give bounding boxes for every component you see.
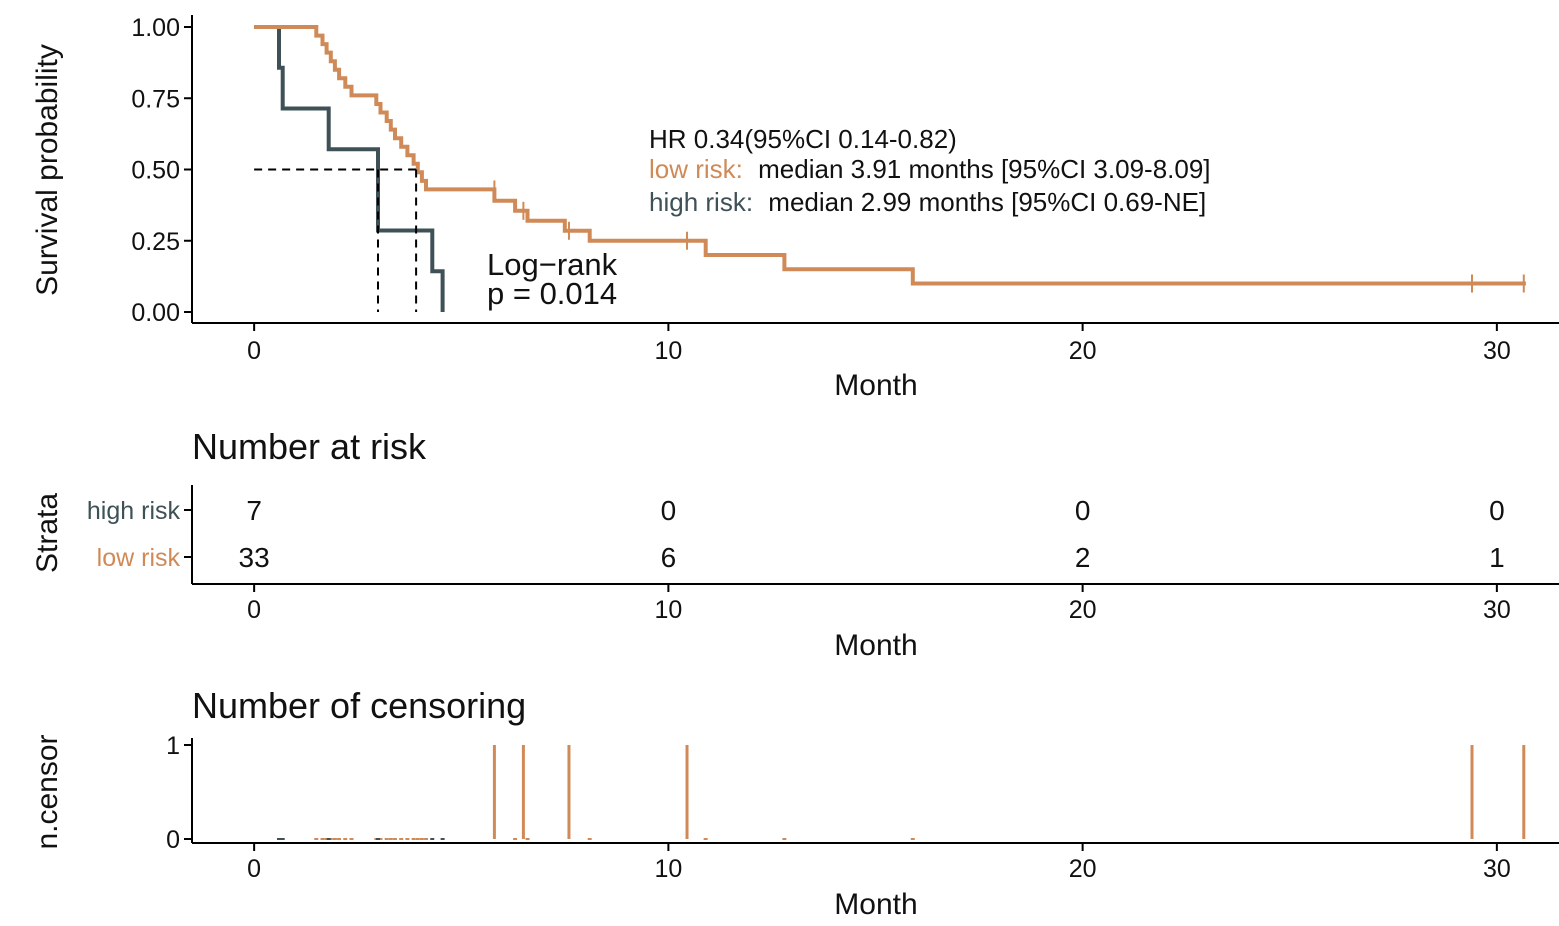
censor-panel: Number of censoring 010 10 20 30 n.censor M… bbox=[31, 685, 1559, 921]
survival-axes: 0.00 0.25 0.50 0.75 1.00 0 10 20 30 bbox=[131, 14, 1559, 365]
risk-cell-high-risk-3: 0 bbox=[1489, 495, 1505, 526]
high-risk-median-text: median 2.99 months [95%CI 0.69-NE] bbox=[768, 187, 1206, 217]
risk-table-title: Number at risk bbox=[192, 426, 427, 467]
risk-table-xlabel: Month bbox=[834, 629, 917, 662]
survival-ytick-label-3: 0.75 bbox=[131, 85, 180, 113]
low-risk-median-label: low risk: bbox=[649, 154, 743, 184]
survival-curves bbox=[254, 25, 1526, 312]
risk-table-xtick-label-0: 0 bbox=[247, 596, 261, 624]
risk-cell-high-risk-1: 0 bbox=[661, 495, 677, 526]
high-risk-median-annotation: high risk: median 2.99 months [95%CI 0.6… bbox=[649, 187, 1206, 217]
censor-axes: 010 10 20 30 bbox=[166, 732, 1559, 883]
survival-xtick-label-3: 30 bbox=[1483, 337, 1511, 365]
censor-ylabel: n.censor bbox=[31, 734, 64, 849]
logrank-pvalue: p = 0.014 bbox=[487, 276, 617, 311]
survival-ytick-label-4: 1.00 bbox=[131, 14, 180, 42]
risk-table-cells: 7 0 0 0 33 6 2 1 bbox=[239, 495, 1505, 573]
risk-cell-low-risk-3: 1 bbox=[1489, 542, 1505, 573]
censor-title: Number of censoring bbox=[192, 685, 526, 726]
survival-panel: 0.00 0.25 0.50 0.75 1.00 0 10 20 30 Survival pro… bbox=[31, 14, 1559, 402]
survival-ytick-label-0: 0.00 bbox=[131, 299, 180, 327]
logrank-label: Log−rank bbox=[487, 247, 618, 282]
risk-cell-low-risk-0: 33 bbox=[239, 542, 270, 573]
survival-xtick-label-2: 20 bbox=[1069, 337, 1097, 365]
survival-ylabel: Survival probability bbox=[31, 44, 64, 296]
high-risk-median-label: high risk: bbox=[649, 187, 753, 217]
risk-row-label-high-risk: high risk bbox=[87, 497, 181, 525]
risk-cell-low-risk-1: 6 bbox=[661, 542, 677, 573]
hr-annotation: HR 0.34(95%CI 0.14-0.82) bbox=[649, 124, 957, 154]
survival-ytick-label-1: 0.25 bbox=[131, 228, 180, 256]
low-risk-survival-curve bbox=[254, 25, 1526, 286]
censor-xlabel: Month bbox=[834, 888, 917, 921]
high-risk-survival-curve bbox=[254, 25, 445, 312]
censor-xtick-label-3: 30 bbox=[1483, 855, 1511, 883]
censor-ytick-label-0: 0 bbox=[166, 826, 180, 854]
risk-cell-low-risk-2: 2 bbox=[1075, 542, 1091, 573]
survival-xtick-label-1: 10 bbox=[654, 337, 682, 365]
censor-xtick-label-2: 20 bbox=[1069, 855, 1097, 883]
censor-xtick-label-1: 10 bbox=[654, 855, 682, 883]
censor-ytick-label-1: 1 bbox=[166, 732, 180, 760]
survival-xtick-label-0: 0 bbox=[247, 337, 261, 365]
risk-table-xtick-label-1: 10 bbox=[654, 596, 682, 624]
risk-table-xtick-label-2: 20 bbox=[1069, 596, 1097, 624]
risk-cell-high-risk-0: 7 bbox=[246, 495, 262, 526]
risk-table-xtick-label-3: 30 bbox=[1483, 596, 1511, 624]
survival-ytick-label-2: 0.50 bbox=[131, 157, 180, 185]
low-risk-median-text: median 3.91 months [95%CI 3.09-8.09] bbox=[758, 154, 1210, 184]
risk-cell-high-risk-2: 0 bbox=[1075, 495, 1091, 526]
risk-row-label-low-risk: low risk bbox=[97, 544, 181, 572]
censor-xtick-label-0: 0 bbox=[247, 855, 261, 883]
survival-xlabel: Month bbox=[834, 369, 917, 402]
median-lines bbox=[254, 168, 418, 312]
censor-bars bbox=[276, 745, 1526, 840]
low-risk-median-annotation: low risk: median 3.91 months [95%CI 3.09… bbox=[649, 154, 1211, 184]
risk-table-ylabel: Strata bbox=[31, 493, 64, 573]
